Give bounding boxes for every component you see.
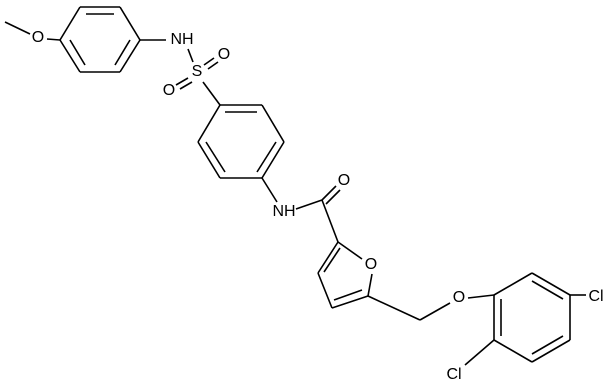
atom-label: O (32, 29, 44, 46)
atom-label: O (163, 82, 175, 99)
atom-label: Cl (588, 288, 603, 305)
atom-label: O (453, 289, 465, 306)
atom-label: NH (272, 203, 295, 220)
atom-label: S (192, 63, 203, 80)
atom-label: Cl (446, 366, 461, 383)
atom-label: O (338, 172, 350, 189)
atom-label: O (365, 256, 377, 273)
atom-label: O (218, 46, 230, 63)
atom-label: NH (170, 31, 193, 48)
bonds (4, 6, 586, 366)
